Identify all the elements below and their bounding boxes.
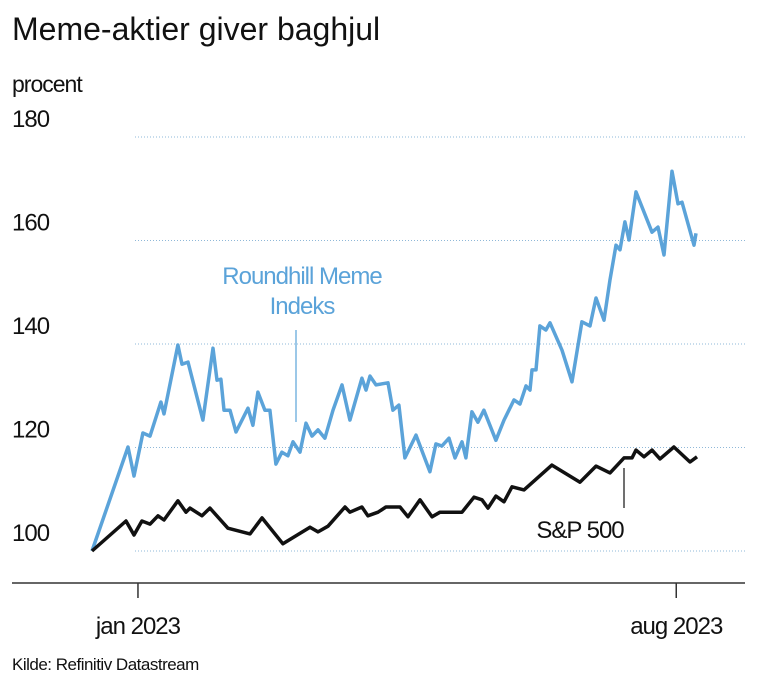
y-tick-label: 100 bbox=[12, 520, 50, 547]
chart-title: Meme-aktier giver baghjul bbox=[12, 11, 380, 47]
y-axis-label: procent bbox=[12, 71, 83, 97]
x-tick-label: jan 2023 bbox=[95, 613, 181, 640]
series-line bbox=[90, 169, 698, 552]
series-line bbox=[90, 445, 699, 553]
y-tick-label: 180 bbox=[12, 106, 50, 133]
series-label: S&P 500 bbox=[536, 517, 624, 544]
source: Kilde: Refinitiv Datastream bbox=[12, 655, 199, 674]
series-label: Roundhill Meme bbox=[222, 263, 382, 290]
y-tick-label: 160 bbox=[12, 210, 50, 237]
y-tick-label: 140 bbox=[12, 313, 50, 340]
series-label: Indeks bbox=[270, 293, 336, 320]
x-tick-label: aug 2023 bbox=[630, 613, 723, 640]
y-tick-label: 120 bbox=[12, 417, 50, 444]
